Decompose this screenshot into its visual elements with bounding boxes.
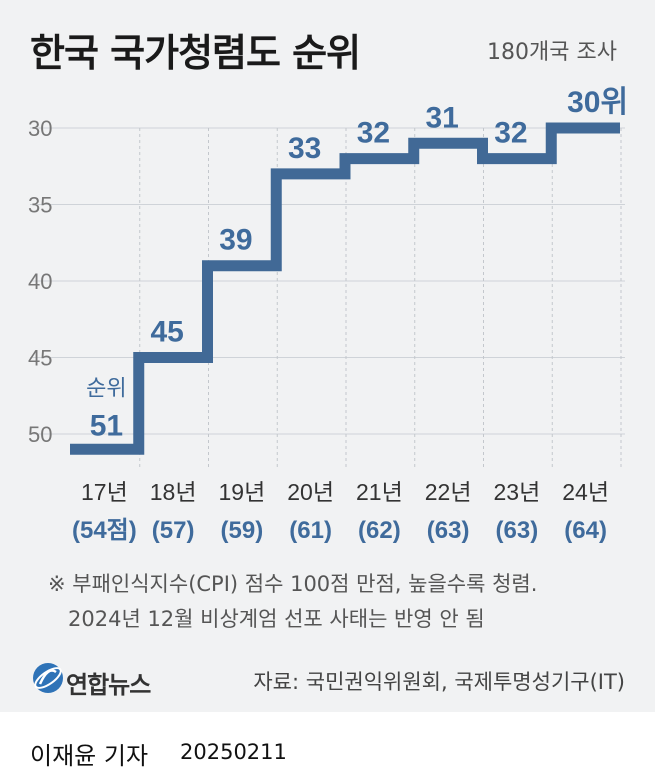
rank-value-label: 33 (288, 132, 321, 165)
rank-value-label: 45 (150, 316, 183, 349)
publish-date: 20250211 (180, 740, 287, 764)
score-label: (62) (358, 517, 401, 544)
score-label: (59) (221, 517, 264, 544)
rank-value-label: 32 (494, 117, 527, 150)
x-category-label: 22년 (425, 479, 472, 505)
source-note: 자료: 국민권익위원회, 국제투명성기구(IT) (253, 670, 625, 694)
score-label: (63) (427, 517, 470, 544)
yonhap-globe-logo-icon (33, 663, 63, 693)
footer (0, 712, 655, 779)
score-label: (57) (152, 517, 195, 544)
x-category-label: 18년 (150, 479, 197, 505)
y-tick-label: 35 (28, 193, 52, 218)
rank-value-label: 32 (357, 117, 390, 150)
score-label: (63) (496, 517, 539, 544)
x-category-label: 23년 (494, 479, 541, 505)
x-category-label: 21년 (356, 479, 403, 505)
footnote-1: ※ 부패인식지수(CPI) 점수 100점 만점, 높을수록 청렴. (48, 572, 538, 596)
reporter-name: 이재윤 기자 (30, 742, 149, 770)
chart-subtitle: 180개국 조사 (487, 40, 617, 65)
x-category-label: 19년 (219, 479, 266, 505)
chart-title: 한국 국가청렴도 순위 (30, 31, 361, 75)
footnote-2: 2024년 12월 비상계엄 선포 사태는 반영 안 됨 (68, 607, 485, 631)
x-category-label: 20년 (287, 479, 334, 505)
infographic-panel (0, 0, 655, 712)
score-label: (61) (289, 517, 332, 544)
score-label: (64) (564, 517, 607, 544)
x-category-label: 24년 (562, 479, 609, 505)
rank-prefix-label: 순위 (86, 375, 126, 400)
rank-value-label: 31 (425, 101, 458, 134)
rank-value-label: 39 (219, 224, 252, 257)
y-tick-label: 40 (28, 269, 52, 294)
score-label: (54점) (72, 517, 137, 544)
rank-value-label: 51 (90, 409, 123, 442)
rank-value-label: 30위 (567, 86, 628, 119)
y-tick-label: 30 (28, 116, 52, 141)
logo-text: 연합뉴스 (66, 671, 151, 699)
rank-step-line (70, 122, 620, 455)
y-tick-label: 45 (28, 346, 52, 371)
y-tick-label: 50 (28, 422, 52, 447)
x-category-label: 17년 (81, 479, 128, 505)
